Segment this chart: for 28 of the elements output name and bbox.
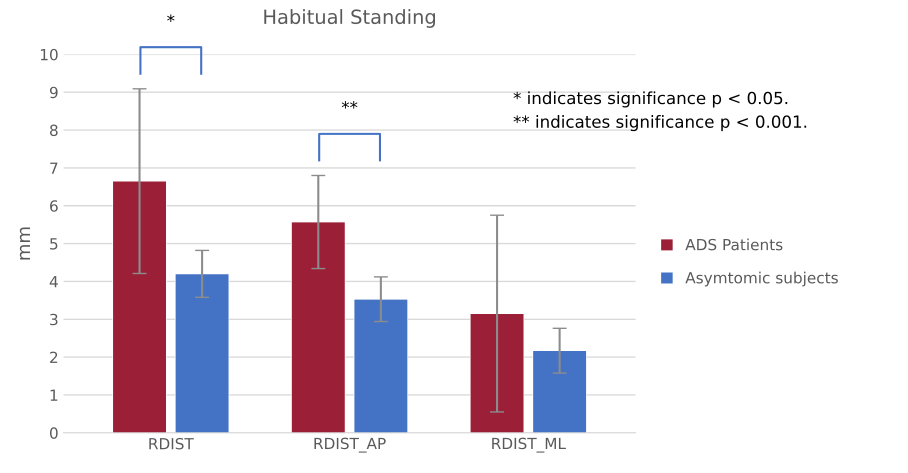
annotation: * indicates significance p < 0.05.	[514, 91, 788, 108]
bar	[112, 180, 167, 433]
y-tick-label: 0	[50, 427, 58, 439]
bar	[174, 274, 230, 433]
chart-title: Habitual Standing	[264, 9, 435, 28]
y-tick-label: 2	[50, 352, 58, 363]
y-tick-label: 8	[50, 124, 58, 136]
y-tick-label: 3	[50, 314, 58, 326]
y-tick-label: 5	[50, 238, 58, 250]
x-tick-label: RDIST	[149, 438, 194, 450]
y-tick-label: 10	[40, 48, 58, 60]
bar	[532, 350, 587, 433]
annotation: ** indicates significance p < 0.001.	[514, 115, 806, 132]
x-tick-label: RDIST_ML	[492, 438, 566, 453]
y-axis-title: mm	[20, 228, 30, 260]
x-tick-label: RDIST_AP	[314, 438, 386, 453]
bar	[354, 298, 408, 433]
y-tick-label: 7	[50, 162, 58, 174]
bar	[291, 222, 346, 433]
y-tick-label: 1	[50, 390, 58, 401]
y-tick-label: 4	[50, 276, 58, 288]
bar	[470, 313, 524, 433]
annotation: **	[342, 100, 358, 109]
text: *	[167, 14, 174, 22]
legend-label: Asymtomic subjects	[685, 272, 838, 286]
legend-label: ADS Patients	[685, 238, 782, 250]
y-tick-label: 6	[50, 200, 58, 212]
y-tick-label: 9	[50, 86, 58, 98]
